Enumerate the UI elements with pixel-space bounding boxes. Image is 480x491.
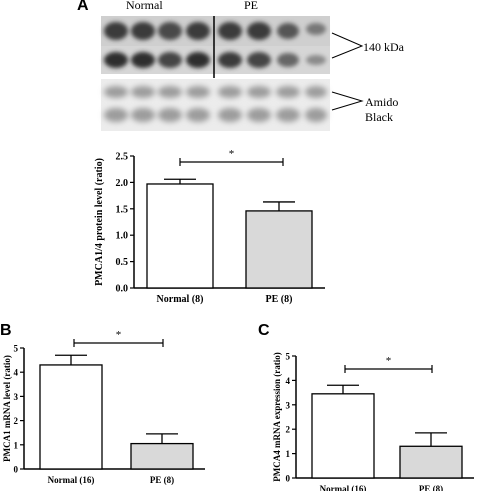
y-tick-label-c: 0 <box>286 474 291 484</box>
amido-pointer-lines <box>331 91 364 111</box>
band <box>305 108 327 122</box>
band <box>276 86 300 98</box>
band <box>186 108 210 122</box>
band <box>131 52 155 68</box>
y-tick-label-a: 0.5 <box>116 257 129 268</box>
band <box>131 86 155 98</box>
y-tick-label-a: 2.5 <box>116 152 129 163</box>
band-size-label: 140 kDa <box>363 40 404 54</box>
category-label-b: Normal (16) <box>48 475 95 485</box>
band <box>306 55 326 65</box>
band <box>131 108 155 122</box>
y-tick-label-b: 2 <box>14 416 19 426</box>
blot-strip-1-bands <box>104 22 326 40</box>
significance-marker-b: * <box>116 329 122 341</box>
band <box>247 52 271 68</box>
y-tick-label-a: 1.5 <box>116 204 129 215</box>
y-tick-label-b: 3 <box>14 392 19 402</box>
y-tick-label-c: 5 <box>286 352 291 362</box>
band <box>186 86 210 98</box>
bar-a <box>146 183 214 289</box>
band <box>247 108 271 122</box>
band <box>158 22 182 40</box>
y-axis-label-c: PMCA4 mRNA expression (ratio) <box>272 352 282 482</box>
panel-b-letter: B <box>0 322 12 339</box>
band <box>131 22 155 40</box>
stain-label-line1: Amido <box>365 95 399 109</box>
band <box>277 23 299 39</box>
band <box>104 22 128 40</box>
y-tick-label-a: 1.0 <box>116 231 129 242</box>
panel-c-letter: C <box>258 322 270 339</box>
band <box>276 108 300 122</box>
y-tick-label-a: 2.0 <box>116 178 129 189</box>
amido-black-bands <box>104 86 327 122</box>
y-tick-label-c: 1 <box>286 449 291 459</box>
band <box>218 22 242 40</box>
band <box>277 53 299 67</box>
category-label-a: Normal (8) <box>157 294 204 305</box>
band <box>104 108 128 122</box>
y-tick-label-a: 0.0 <box>116 284 129 295</box>
y-tick-label-b: 5 <box>14 344 19 354</box>
band <box>218 86 242 98</box>
band <box>186 22 210 40</box>
category-label-c: Normal (16) <box>320 484 367 491</box>
band <box>158 52 182 68</box>
band-pointer-lines <box>331 32 364 59</box>
stain-label-line2: Black <box>365 110 393 124</box>
y-tick-label-c: 4 <box>286 376 291 386</box>
band <box>306 23 326 35</box>
significance-marker-c: * <box>386 355 392 367</box>
y-tick-label-b: 0 <box>14 465 19 475</box>
y-tick-label-c: 2 <box>286 425 291 435</box>
category-label-a: PE (8) <box>266 294 293 305</box>
band <box>158 86 182 98</box>
panel-a-letter: A <box>77 0 89 14</box>
y-tick-label-b: 4 <box>14 368 19 378</box>
band <box>158 108 182 122</box>
band <box>104 52 128 68</box>
y-axis-label-b: PMCA1 mRNA level (ratio) <box>2 355 12 462</box>
band <box>247 86 271 98</box>
category-label-c: PE (8) <box>419 484 443 491</box>
band <box>104 86 128 98</box>
band <box>218 52 242 68</box>
category-label-b: PE (8) <box>150 475 174 485</box>
blot-strip-2-bands <box>104 52 326 68</box>
significance-marker-a: * <box>229 148 235 160</box>
blot-group-label-pe: PE <box>244 0 259 12</box>
bar-a <box>245 210 313 289</box>
band <box>305 86 327 98</box>
blot-group-label-normal: Normal <box>126 0 163 12</box>
bar-b <box>39 364 103 470</box>
y-axis-label-a: PMCA1/4 protein level (ratio) <box>94 158 105 286</box>
band <box>186 52 210 68</box>
bar-c <box>399 445 463 479</box>
y-tick-label-b: 1 <box>14 440 19 450</box>
bar-c <box>311 393 375 479</box>
y-tick-label-c: 3 <box>286 400 291 410</box>
band <box>218 108 242 122</box>
band <box>247 22 271 40</box>
